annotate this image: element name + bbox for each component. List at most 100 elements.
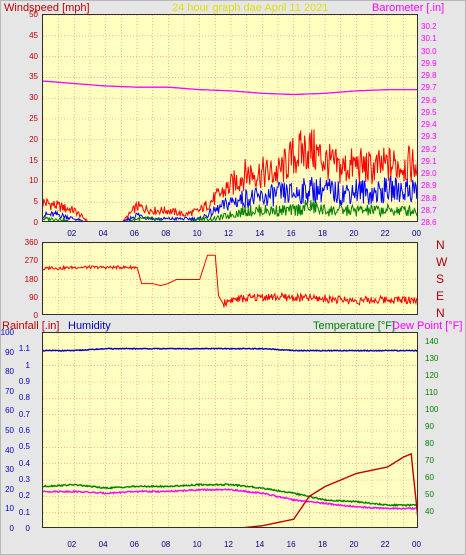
barometer-tick: 29.7	[421, 83, 437, 93]
hour-tick: 22	[380, 229, 390, 238]
humidity-tick: 20	[5, 484, 14, 494]
hour-tick: 04	[98, 540, 108, 549]
hour-tick: 04	[98, 229, 108, 238]
temperature-tick: 120	[425, 370, 439, 380]
temperature-tick: 100	[425, 404, 439, 414]
barometer-tick: 28.8	[421, 193, 437, 203]
windspeed-tick: 0	[33, 218, 38, 227]
temperature-tick: 40	[425, 506, 434, 516]
humidity-tick: 50	[5, 426, 14, 435]
hour-tick: 14	[255, 229, 265, 238]
barometer-axis-label: Barometer [.in]	[372, 2, 445, 14]
temperature-tick: 110	[425, 387, 438, 397]
temperature-tick: 130	[425, 353, 439, 363]
humidity-tick: 40	[5, 445, 14, 455]
temperature-tick: 90	[425, 421, 434, 431]
hour-tick: 08	[161, 540, 171, 549]
hour-tick: 10	[192, 229, 202, 238]
windspeed-axis-label: Windspeed [mph]	[4, 2, 90, 14]
direction-tick: 360	[24, 238, 38, 247]
humidity-tick: 0	[9, 524, 14, 533]
barometer-tick: 29.8	[421, 71, 437, 81]
hour-tick: 12	[224, 540, 233, 549]
barometer-tick: 29.6	[421, 95, 437, 105]
hour-tick: 08	[161, 229, 171, 238]
rainfall-tick: 0.9	[18, 377, 30, 386]
temperature-tick: 80	[425, 438, 434, 448]
windspeed-tick: 30	[29, 93, 38, 103]
rainfall-tick: 0.4	[18, 458, 30, 468]
hour-tick: 18	[318, 229, 327, 238]
rainfall-axis-label: Rainfall [.in]	[2, 320, 60, 332]
humidity-tick: 60	[5, 406, 14, 416]
barometer-tick: 28.7	[421, 205, 437, 215]
hour-tick: 06	[130, 540, 139, 549]
barometer-tick: 29.0	[421, 169, 437, 179]
compass-label: E	[436, 289, 445, 303]
compass-label: N	[436, 238, 445, 252]
windspeed-tick: 40	[29, 51, 38, 61]
compass-label: N	[436, 306, 445, 320]
barometer-tick: 30.0	[421, 46, 437, 56]
windspeed-tick: 10	[29, 176, 38, 186]
hour-tick: 20	[349, 540, 359, 549]
windspeed-tick: 25	[29, 114, 38, 123]
direction-tick: 270	[24, 256, 38, 266]
barometer-tick: 30.1	[421, 34, 437, 44]
hour-tick: 16	[286, 229, 296, 238]
rainfall-tick: 0.1	[18, 507, 30, 517]
barometer-series	[43, 80, 417, 96]
hour-tick: 02	[67, 229, 77, 238]
windspeed-tick: 5	[33, 197, 38, 207]
hour-tick: 10	[192, 540, 202, 549]
hour-tick: 14	[255, 540, 265, 549]
hour-tick: 00	[412, 540, 421, 549]
dewpoint-axis-label: Dew Point [°F]	[392, 320, 463, 332]
barometer-tick: 29.2	[421, 144, 437, 154]
wind-avg-series	[43, 199, 417, 221]
rainfall-tick: 0	[25, 524, 30, 533]
wind-direction-plot	[42, 242, 418, 315]
barometer-tick: 29.1	[421, 156, 437, 166]
hour-tick: 00	[412, 229, 421, 238]
gust-series	[43, 176, 417, 221]
direction-tick: 90	[29, 292, 38, 302]
direction-series	[43, 254, 417, 308]
windspeed-tick: 50	[29, 10, 38, 19]
rainfall-tick: 1	[25, 360, 30, 370]
rainfall-series	[243, 452, 417, 527]
hour-tick: 16	[286, 540, 296, 549]
humidity-tick: 80	[5, 367, 14, 377]
compass-label: W	[436, 255, 448, 269]
hour-tick: 22	[380, 540, 390, 549]
humidity-tick: 100	[0, 328, 14, 337]
windspeed-tick: 15	[29, 155, 38, 165]
temperature-tick: 70	[425, 455, 434, 465]
dewpoint-series	[43, 488, 417, 511]
humidity-tick: 10	[5, 504, 14, 514]
hour-tick: 20	[349, 229, 359, 238]
humidity-tick: 90	[5, 347, 14, 357]
barometer-tick: 28.9	[421, 181, 437, 191]
temperature-series	[43, 483, 417, 507]
hour-tick: 02	[67, 540, 77, 549]
rainfall-tick: 0.5	[18, 442, 30, 452]
wind-barometer-plot	[42, 14, 418, 222]
compass-label: S	[436, 272, 445, 286]
humidity-axis-label: Humidity	[68, 320, 111, 332]
barometer-tick: 29.3	[421, 132, 437, 142]
humidity-tick: 70	[5, 386, 14, 396]
rainfall-tick: 0.2	[18, 491, 30, 501]
windspeed-tick: 35	[29, 72, 38, 82]
barometer-tick: 29.5	[421, 107, 437, 117]
temperature-tick: 140	[425, 336, 439, 346]
rainfall-tick: 0.8	[18, 393, 30, 403]
humidity-tick: 30	[5, 465, 14, 475]
windspeed-tick: 20	[29, 134, 38, 144]
barometer-tick: 28.6	[421, 218, 437, 227]
rainfall-tick: 0.6	[18, 426, 30, 435]
barometer-tick: 30.2	[421, 22, 437, 32]
direction-tick: 180	[24, 274, 38, 284]
rainfall-tick: 0.7	[18, 409, 30, 419]
temp-humidity-rain-plot	[42, 332, 418, 528]
